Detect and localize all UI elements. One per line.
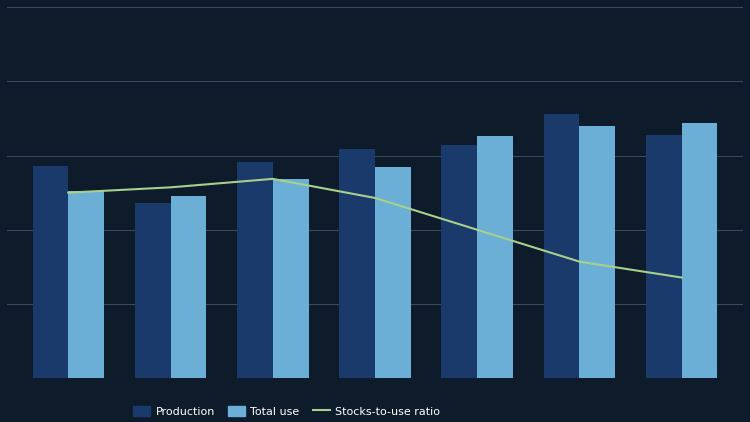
Bar xyxy=(339,149,375,422)
Bar xyxy=(32,166,68,422)
Bar xyxy=(544,114,580,422)
Bar xyxy=(375,167,411,422)
Bar xyxy=(580,127,615,422)
Bar xyxy=(135,203,170,422)
Bar xyxy=(68,192,104,422)
Bar xyxy=(646,135,682,422)
Bar xyxy=(477,136,513,422)
Bar xyxy=(273,179,308,422)
Legend: Production, Total use, Stocks-to-use ratio: Production, Total use, Stocks-to-use rat… xyxy=(129,401,445,421)
Bar xyxy=(170,196,206,422)
Bar xyxy=(682,123,718,422)
Bar xyxy=(442,145,477,422)
Bar xyxy=(237,162,273,422)
